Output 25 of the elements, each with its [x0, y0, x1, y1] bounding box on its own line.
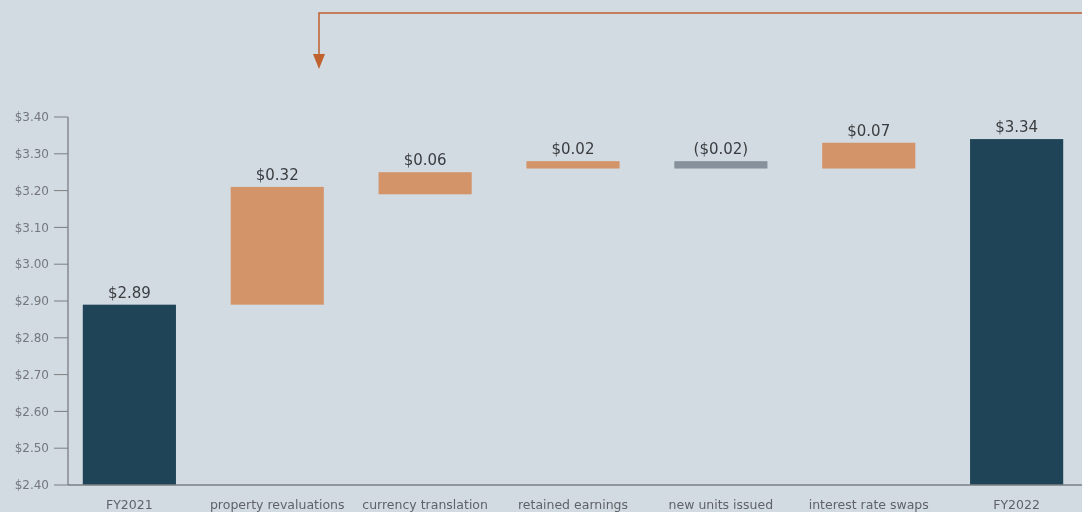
y-tick-label: $3.00: [14, 257, 49, 272]
y-tick-label: $2.70: [14, 367, 49, 382]
y-tick-label: $2.80: [14, 331, 49, 345]
x-tick-label: new units issued: [668, 497, 774, 512]
y-tick-label: $3.20: [14, 183, 49, 198]
x-tick-label: FY2022: [993, 497, 1040, 512]
y-tick-label: $3.10: [14, 220, 49, 235]
y-tick-label: $3.30: [14, 147, 49, 161]
data-label: $2.89: [107, 283, 151, 302]
data-label: $0.02: [551, 140, 595, 159]
x-tick-label: FY2021: [106, 497, 153, 512]
y-tick-label: $3.40: [14, 110, 49, 125]
y-tick-label: $2.90: [14, 294, 49, 309]
data-label: $0.06: [403, 151, 447, 170]
y-tick-label: $2.40: [14, 478, 49, 493]
y-tick-label: $2.60: [14, 404, 49, 419]
data-label: ($0.02): [693, 140, 749, 159]
x-tick-label: property revaluations: [209, 497, 345, 512]
x-tick-label: retained earnings: [517, 497, 629, 512]
data-label: $0.07: [847, 121, 891, 140]
x-tick-label: interest rate swaps: [808, 497, 929, 512]
y-tick-label: $2.50: [14, 441, 49, 456]
data-label: $0.32: [255, 165, 299, 184]
data-label: $3.34: [995, 118, 1039, 137]
x-tick-label: currency translation: [362, 497, 488, 512]
